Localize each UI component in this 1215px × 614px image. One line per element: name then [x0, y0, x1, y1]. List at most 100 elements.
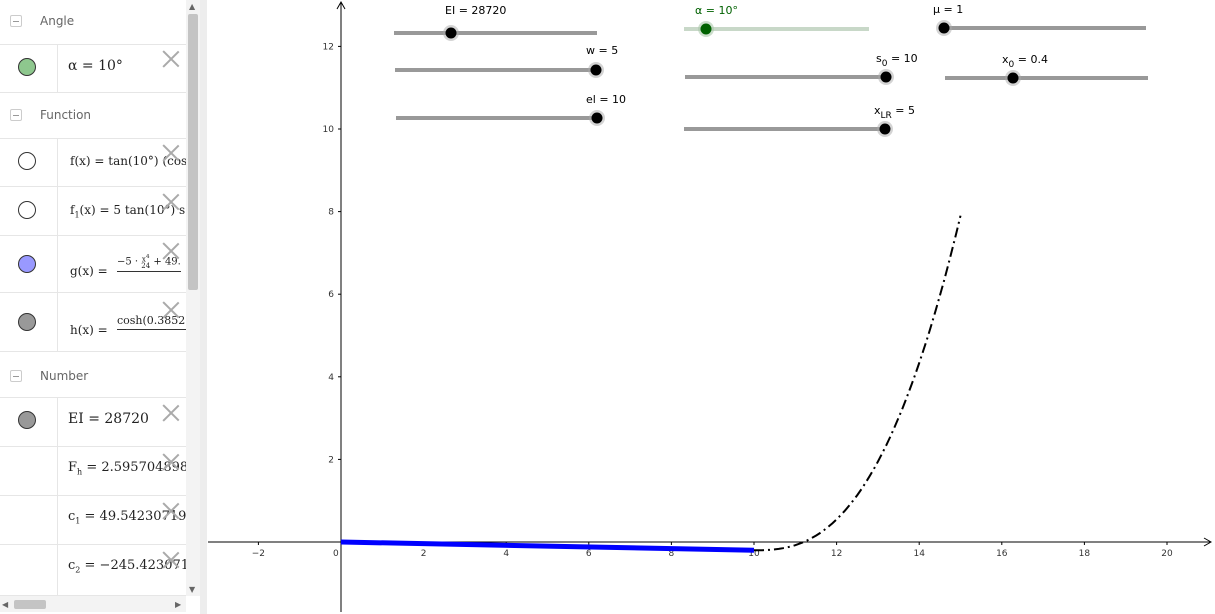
slider-ei[interactable]: EI = 28720 [394, 4, 597, 41]
horizontal-scroll-thumb[interactable] [14, 600, 46, 609]
delete-icon[interactable] [162, 50, 180, 68]
y-tick-label: 2 [328, 455, 334, 465]
vertical-scroll-thumb[interactable] [188, 14, 198, 290]
slider-mu[interactable]: μ = 1 [933, 3, 1146, 36]
algebra-row-ei[interactable]: EI = 28720 [0, 398, 186, 447]
x0-sub: 0 [1009, 60, 1015, 70]
algebra-row-h[interactable]: h(x) = cosh(0.38525 [0, 293, 186, 352]
collapse-toggle-icon[interactable] [10, 15, 22, 27]
category-number[interactable]: Number [0, 352, 186, 398]
delete-icon[interactable] [162, 404, 180, 422]
algebra-row-fh[interactable]: Fh = 2.5957048981 [0, 447, 186, 496]
slider-xlr[interactable]: xLR = 5 [684, 104, 915, 137]
g-lhs: g(x) = [70, 264, 108, 278]
curve-h[interactable] [753, 215, 962, 552]
slider-s0[interactable]: s0 = 10 [685, 52, 918, 85]
visibility-toggle-icon[interactable] [18, 201, 36, 219]
h-lhs-text: h(x) [70, 323, 94, 337]
g-frac-exp: 4 [145, 254, 150, 260]
algebra-row-g[interactable]: g(x) = −5 · x4 24 + 49. [0, 236, 186, 293]
category-function[interactable]: Function [0, 94, 186, 139]
c2-sub: 2 [75, 565, 81, 575]
scroll-left-arrow-icon[interactable]: ◀ [2, 600, 9, 609]
y-axis-arrow-icon [336, 0, 346, 10]
x-tick-label: 0 [333, 549, 339, 559]
scroll-up-arrow-icon[interactable]: ▲ [189, 2, 196, 11]
x-tick-label: 6 [586, 549, 592, 559]
horizontal-scrollbar[interactable] [0, 596, 186, 612]
g-lhs-text: g(x) [70, 264, 94, 278]
visibility-toggle-icon[interactable] [18, 411, 36, 429]
algebra-row-c2[interactable]: c2 = −245.42307192 [0, 545, 186, 596]
ei-definition: EI = 28720 [68, 411, 149, 427]
y-tick-label: 8 [328, 208, 334, 218]
algebra-row-f[interactable]: f(x) = tan(10°) (cos [0, 138, 186, 187]
xlr-rest: = 5 [892, 104, 915, 117]
s0-base: s [876, 52, 882, 65]
x-tick-label: 8 [669, 549, 675, 559]
slider-alpha[interactable]: α = 10° [684, 4, 869, 37]
visibility-toggle-icon[interactable] [18, 255, 36, 273]
slider-knob[interactable] [880, 71, 892, 83]
category-label: Angle [40, 14, 75, 28]
f1-lhs-sub: 1 [74, 210, 80, 220]
y-tick-label: 12 [323, 42, 334, 52]
slider-knob[interactable] [700, 23, 712, 35]
delete-icon[interactable] [162, 453, 180, 471]
slider-w[interactable]: w = 5 [395, 44, 618, 78]
ei-name: EI [68, 411, 84, 427]
delete-icon[interactable] [162, 502, 180, 520]
delete-icon[interactable] [162, 144, 180, 162]
y-tick-label: 6 [328, 290, 334, 300]
fh-sub: h [77, 467, 83, 477]
g-frac-den: 24 [141, 262, 151, 271]
x-tick-label: 12 [831, 549, 842, 559]
x-tick-label: 14 [913, 549, 925, 559]
x-tick-label: 2 [421, 549, 427, 559]
fh-base: F [68, 460, 78, 475]
curve-g[interactable] [340, 539, 755, 553]
view-divider[interactable] [200, 0, 207, 614]
visibility-toggle-icon[interactable] [18, 152, 36, 170]
x-tick-label: 20 [1161, 549, 1173, 559]
delete-icon[interactable] [162, 242, 180, 260]
x0-base: x [1002, 53, 1009, 66]
slider-knob[interactable] [1007, 72, 1019, 84]
scroll-down-arrow-icon[interactable]: ▼ [189, 585, 196, 594]
visibility-toggle-icon[interactable] [18, 313, 36, 331]
xlr-sub: LR [881, 111, 892, 121]
x-tick-label: 18 [1079, 549, 1091, 559]
x-axis-arrow-icon [1203, 537, 1213, 547]
g-rhs-a: −5 · [117, 256, 142, 268]
slider-el[interactable]: el = 10 [396, 93, 626, 126]
c2-base: c [68, 558, 76, 573]
visibility-toggle-icon[interactable] [18, 58, 36, 76]
delete-icon[interactable] [162, 193, 180, 211]
algebra-row-c1[interactable]: c1 = 49.54230719257 [0, 496, 186, 545]
category-angle[interactable]: Angle [0, 0, 186, 45]
g-rhs-b: + 49. [150, 256, 181, 268]
slider-knob[interactable] [879, 123, 891, 135]
slider-xlr-label: xLR = 5 [874, 104, 915, 121]
slider-knob[interactable] [938, 22, 950, 34]
slider-x0[interactable]: x0 = 0.4 [945, 53, 1148, 86]
x-tick-labels: −2 0 2 4 6 8 10 12 14 16 18 20 [252, 542, 1173, 559]
collapse-toggle-icon[interactable] [10, 109, 22, 121]
y-tick-label: 10 [323, 125, 335, 135]
algebra-row-f1[interactable]: f1(x) = 5 tan(10°) s [0, 187, 186, 236]
delete-icon[interactable] [162, 301, 180, 319]
scroll-right-arrow-icon[interactable]: ▶ [175, 600, 182, 609]
h-lhs: h(x) = [70, 323, 108, 337]
delete-icon[interactable] [162, 551, 180, 569]
slider-knob[interactable] [591, 112, 603, 124]
collapse-toggle-icon[interactable] [10, 370, 22, 382]
x-tick-label: 4 [503, 549, 509, 559]
slider-knob[interactable] [590, 64, 602, 76]
algebra-row-alpha[interactable]: α = 10° [0, 44, 186, 93]
alpha-definition: α = 10° [68, 58, 123, 74]
ei-value: 28720 [104, 411, 149, 427]
s0-sub: 0 [882, 59, 888, 69]
slider-knob[interactable] [445, 27, 457, 39]
g-rhs: −5 · x4 24 + 49. [117, 254, 181, 273]
